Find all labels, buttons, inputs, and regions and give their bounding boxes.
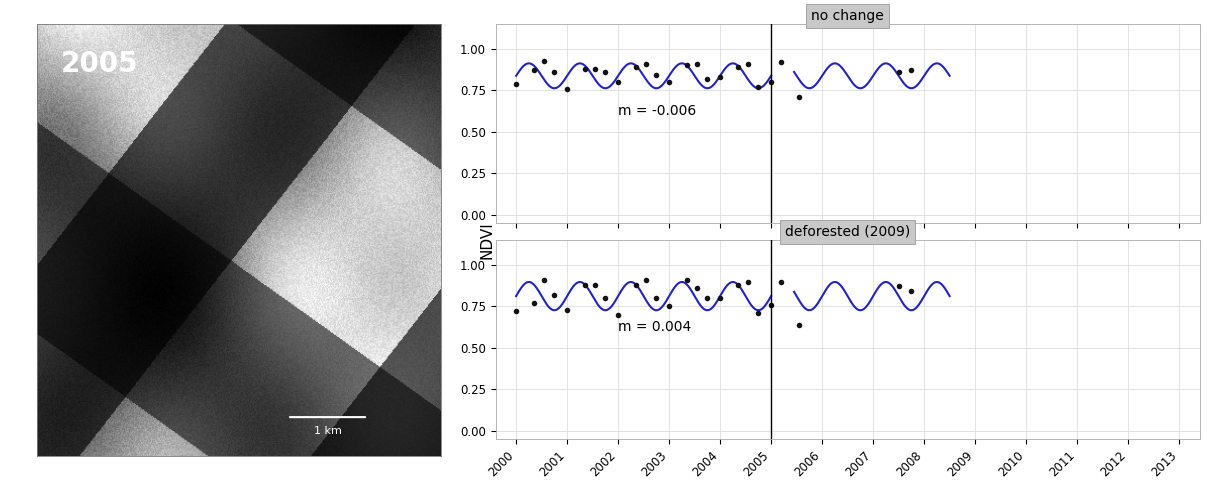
- Point: [585, 65, 605, 72]
- Text: 2005: 2005: [61, 49, 138, 77]
- Point: [575, 281, 595, 288]
- Point: [524, 67, 543, 74]
- Point: [627, 63, 646, 71]
- Text: 1 km: 1 km: [313, 426, 341, 436]
- Point: [627, 281, 646, 288]
- Point: [535, 276, 554, 284]
- Point: [761, 301, 781, 309]
- Point: [557, 306, 577, 313]
- Point: [749, 83, 769, 91]
- Point: [738, 60, 758, 68]
- Text: m = 0.004: m = 0.004: [618, 320, 692, 334]
- Text: NDVI: NDVI: [480, 221, 494, 259]
- Title: no change: no change: [812, 9, 884, 23]
- Point: [596, 68, 616, 76]
- Point: [698, 294, 717, 302]
- Point: [524, 299, 543, 307]
- Point: [749, 309, 769, 317]
- Point: [902, 67, 922, 74]
- Point: [660, 302, 679, 310]
- Point: [608, 311, 628, 319]
- Point: [596, 294, 616, 302]
- Point: [889, 283, 908, 290]
- Point: [545, 68, 564, 76]
- Point: [507, 308, 526, 315]
- Point: [902, 288, 922, 295]
- Point: [728, 63, 748, 71]
- Point: [688, 60, 707, 68]
- Text: m = -0.006: m = -0.006: [618, 104, 696, 118]
- Point: [535, 57, 554, 64]
- Point: [789, 93, 809, 101]
- Point: [789, 321, 809, 328]
- Point: [688, 284, 707, 292]
- Title: deforested (2009): deforested (2009): [785, 225, 911, 239]
- Point: [660, 78, 679, 86]
- Point: [698, 75, 717, 83]
- Point: [710, 294, 730, 302]
- Point: [507, 80, 526, 87]
- Point: [889, 68, 908, 76]
- Point: [728, 281, 748, 288]
- Point: [636, 276, 656, 284]
- Point: [585, 281, 605, 288]
- Point: [545, 291, 564, 299]
- Point: [646, 72, 666, 79]
- Point: [677, 276, 696, 284]
- Point: [608, 78, 628, 86]
- Point: [710, 73, 730, 81]
- Point: [646, 294, 666, 302]
- Point: [636, 60, 656, 68]
- Point: [677, 61, 696, 69]
- Point: [738, 277, 758, 285]
- Point: [761, 78, 781, 86]
- Point: [557, 85, 577, 93]
- Point: [771, 59, 791, 66]
- Point: [575, 65, 595, 72]
- Point: [771, 277, 791, 285]
